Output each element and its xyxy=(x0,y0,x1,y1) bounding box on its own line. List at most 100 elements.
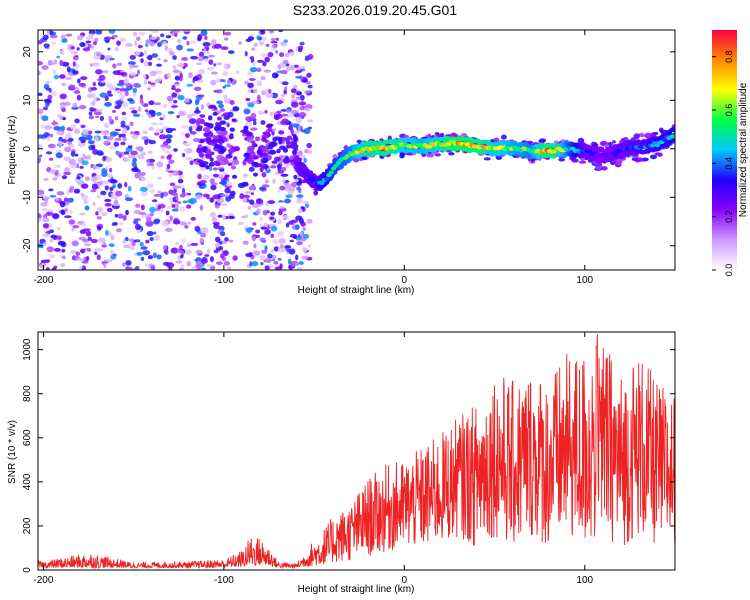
colorbar-gradient xyxy=(712,30,737,270)
heatmap-noise-blob xyxy=(63,171,72,176)
heatmap-noise-blob xyxy=(188,118,197,125)
heatmap-noise-blob xyxy=(130,131,134,135)
heatmap-noise-blob xyxy=(122,136,127,142)
heatmap-noise-blob xyxy=(107,178,112,183)
heatmap-ridge-core xyxy=(354,150,360,155)
heatmap-noise-blob xyxy=(127,145,133,149)
heatmap-ridge-halo xyxy=(267,144,274,150)
heatmap-noise-blob xyxy=(49,31,56,36)
heatmap-noise-blob xyxy=(101,180,109,184)
heatmap-noise-blob xyxy=(113,222,118,226)
heatmap-ridge-core xyxy=(295,162,301,167)
heatmap-noise-blob xyxy=(174,32,178,37)
heatmap-noise-blob xyxy=(132,31,138,37)
heatmap-ridge-halo xyxy=(202,127,210,133)
heatmap-noise-blob xyxy=(121,116,128,121)
heatmap-noise-blob xyxy=(80,183,89,189)
heatmap-ridge-band xyxy=(672,127,675,133)
heatmap-noise-blob xyxy=(147,163,154,166)
heatmap-noise-blob xyxy=(156,128,162,133)
heatmap-noise-blob xyxy=(59,93,67,100)
heatmap-noise-blob xyxy=(170,192,178,196)
colorbar-ticks: 0.0 0.2 0.4 0.6 0.8 xyxy=(712,50,734,276)
heatmap-ridge-halo xyxy=(286,135,293,141)
heatmap-noise-blob xyxy=(264,258,272,264)
heatmap-noise-blob xyxy=(244,80,249,85)
heatmap-noise-blob xyxy=(92,62,101,67)
heatmap-noise-blob xyxy=(61,138,68,143)
heatmap-noise-blob xyxy=(42,106,49,111)
heatmap-ridge-halo xyxy=(623,136,629,142)
heatmap-noise-blob xyxy=(162,40,167,46)
heatmap-noise-blob xyxy=(297,125,301,132)
heatmap-noise-blob xyxy=(111,34,119,38)
heatmap-noise-blob xyxy=(41,65,49,71)
heatmap-noise-blob xyxy=(125,197,133,202)
heatmap-ridge-halo xyxy=(281,166,287,172)
heatmap-noise-blob xyxy=(253,42,258,47)
heatmap-noise-blob xyxy=(279,205,286,209)
heatmap-ridge-halo xyxy=(403,134,410,138)
heatmap-noise-blob xyxy=(191,266,198,270)
heatmap-noise-blob xyxy=(200,232,207,238)
heatmap-noise-blob xyxy=(48,188,54,192)
heatmap-noise-blob xyxy=(174,75,181,81)
heatmap-noise-blob xyxy=(220,46,229,51)
heatmap-noise-blob xyxy=(245,227,253,233)
heatmap-noise-blob xyxy=(72,225,80,229)
heatmap-noise-blob xyxy=(267,200,276,205)
heatmap-ridge-halo xyxy=(245,116,253,122)
heatmap-noise-blob xyxy=(247,89,252,94)
heatmap-noise-blob xyxy=(272,44,277,49)
heatmap-noise-blob xyxy=(177,178,184,184)
heatmap-noise-blob xyxy=(201,227,209,234)
heatmap-noise-blob xyxy=(273,246,280,252)
heatmap-noise-blob xyxy=(264,110,268,114)
heatmap-ridge-halo xyxy=(592,143,599,147)
heatmap-noise-blob xyxy=(71,240,79,247)
heatmap-noise-blob xyxy=(196,94,205,98)
snr-frame xyxy=(37,331,676,571)
heatmap-noise-blob xyxy=(295,237,302,241)
heatmap-noise-blob xyxy=(125,43,133,47)
heatmap-noise-blob xyxy=(130,150,138,156)
heatmap-noise-blob xyxy=(149,206,157,213)
heatmap-noise-blob xyxy=(116,62,123,66)
heatmap-noise-blob xyxy=(64,167,71,174)
heatmap-noise-blob xyxy=(107,47,111,51)
heatmap-ridge-halo xyxy=(198,152,205,158)
heatmap-noise-blob xyxy=(297,150,303,156)
heatmap-x-axis: -200 -100 0 100 xyxy=(33,30,594,286)
heatmap-noise-blob xyxy=(84,205,90,211)
heatmap-noise-blob xyxy=(104,102,112,107)
heatmap-noise-blob xyxy=(298,218,304,224)
heatmap-noise-blob xyxy=(81,260,89,264)
heatmap-noise-blob xyxy=(71,227,75,232)
heatmap-ridge-halo xyxy=(232,174,238,179)
heatmap-noise-blob xyxy=(228,50,235,54)
heatmap-noise-blob xyxy=(185,133,190,138)
heatmap-noise-blob xyxy=(85,134,93,141)
heatmap-noise-blob xyxy=(302,233,310,239)
heatmap-noise-blob xyxy=(219,231,226,237)
heatmap-noise-blob xyxy=(286,113,294,118)
heatmap-noise-blob xyxy=(127,98,134,102)
heatmap-noise-blob xyxy=(91,87,98,91)
heatmap-ridge-halo xyxy=(209,161,216,167)
heatmap-noise-blob xyxy=(220,203,228,207)
heatmap-ridge-core xyxy=(298,167,304,172)
heatmap-noise-blob xyxy=(238,41,242,45)
heatmap-noise-blob xyxy=(298,48,303,53)
heatmap-noise-blob xyxy=(80,76,88,81)
heatmap-noise-blob xyxy=(298,187,302,194)
heatmap-ridge-halo xyxy=(530,158,535,163)
heatmap-noise-blob xyxy=(172,69,180,74)
heatmap-noise-blob xyxy=(183,148,189,152)
heatmap-noise-blob xyxy=(284,86,288,90)
heatmap-noise-blob xyxy=(295,224,300,230)
heatmap-noise-blob xyxy=(178,244,183,251)
heatmap-noise-blob xyxy=(265,43,270,47)
heatmap-noise-blob xyxy=(75,163,80,169)
heatmap-noise-blob xyxy=(290,219,299,223)
